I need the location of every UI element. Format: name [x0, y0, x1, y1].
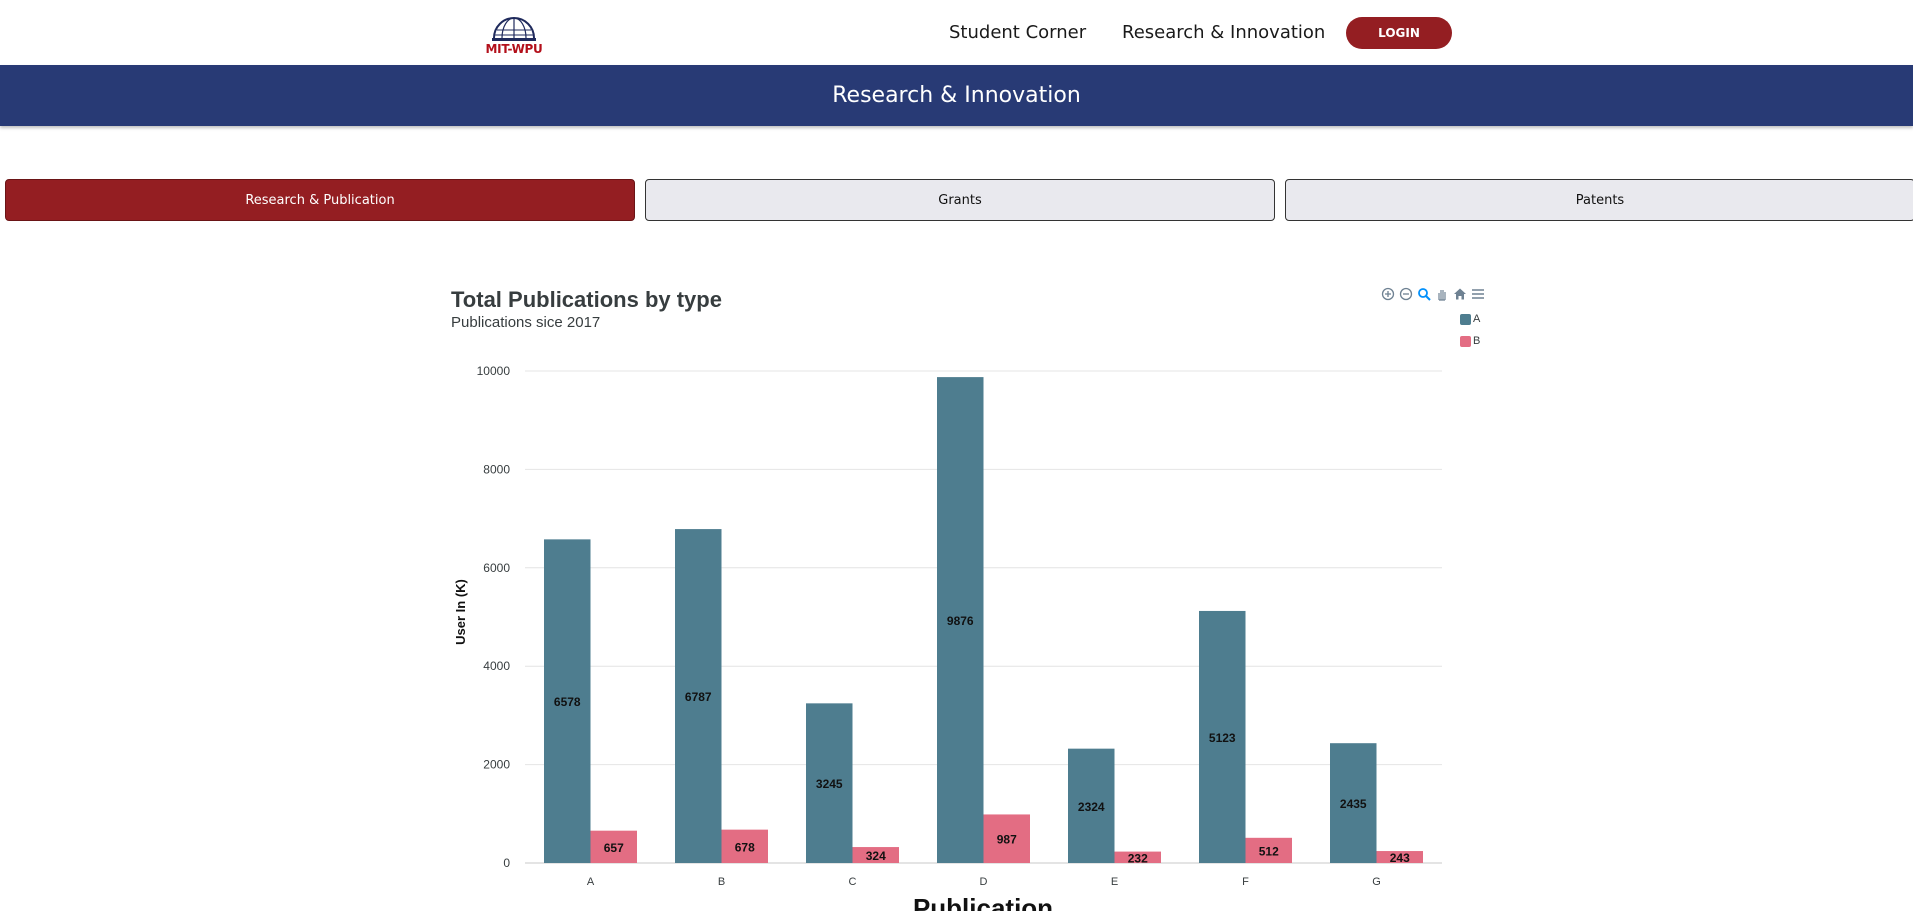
x-tick-label: D [980, 876, 988, 888]
zoom-out-icon[interactable] [1398, 286, 1414, 302]
university-logo[interactable]: MIT-WPU [480, 10, 548, 56]
login-button[interactable]: LOGIN [1346, 17, 1452, 49]
y-tick-label: 0 [503, 856, 510, 870]
dome-logo-icon [492, 17, 536, 41]
y-tick-label: 4000 [483, 659, 510, 673]
data-label: 324 [866, 849, 886, 863]
y-tick-label: 6000 [483, 561, 510, 575]
x-tick-label: E [1111, 876, 1118, 888]
zoom-in-icon[interactable] [1380, 286, 1396, 302]
y-tick-label: 10000 [477, 364, 511, 378]
data-label: 2324 [1078, 800, 1105, 814]
chart-title: Total Publications by type [451, 287, 722, 312]
bar-a-d [937, 377, 984, 863]
data-label: 512 [1259, 844, 1279, 858]
tab-research-publication[interactable]: Research & Publication [5, 179, 635, 221]
x-tick-label: G [1372, 876, 1381, 888]
zoom-selection-icon[interactable] [1416, 286, 1432, 302]
bar-b-e [1114, 851, 1161, 863]
bar-b-b [721, 829, 768, 863]
legend-label-a: A [1473, 313, 1481, 325]
data-label: 232 [1128, 851, 1148, 865]
y-tick-label: 8000 [483, 462, 510, 476]
page-title: Research & Innovation [832, 83, 1081, 108]
tab-patents[interactable]: Patents [1285, 179, 1913, 221]
legend-item-b[interactable]: B [1460, 330, 1480, 352]
data-label: 243 [1390, 851, 1410, 865]
data-label: 678 [735, 840, 755, 854]
bar-a-a [544, 539, 591, 863]
bar-a-f [1199, 610, 1246, 863]
x-axis-title: Publication [913, 893, 1053, 911]
legend-item-a[interactable]: A [1460, 308, 1480, 330]
data-label: 5123 [1209, 731, 1236, 745]
bar-b-g [1376, 851, 1423, 863]
data-label: 9876 [947, 614, 974, 628]
bar-b-c [852, 847, 899, 863]
tab-grants[interactable]: Grants [645, 179, 1275, 221]
bar-b-a [590, 830, 637, 863]
data-label: 2435 [1340, 797, 1367, 811]
chart-legend: A B [1460, 308, 1480, 352]
x-tick-label: A [587, 876, 595, 888]
data-label: 987 [997, 833, 1017, 847]
bar-b-f [1245, 837, 1292, 863]
reset-zoom-home-icon[interactable] [1452, 286, 1468, 302]
menu-icon[interactable] [1470, 286, 1486, 302]
y-tick-label: 2000 [483, 758, 510, 772]
data-label: 657 [604, 841, 624, 855]
x-tick-label: F [1242, 876, 1249, 888]
data-label: 3245 [816, 777, 843, 791]
nav-student-corner[interactable]: Student Corner [949, 22, 1087, 43]
bar-a-g [1330, 743, 1377, 863]
nav-research-innovation[interactable]: Research & Innovation [1122, 22, 1326, 43]
x-tick-label: B [718, 876, 725, 888]
pan-icon[interactable] [1434, 286, 1450, 302]
legend-swatch-b [1460, 335, 1471, 347]
logo-wordmark: MIT-WPU [485, 42, 543, 56]
bar-a-e [1068, 748, 1115, 863]
legend-swatch-a [1460, 313, 1471, 325]
legend-label-b: B [1473, 335, 1481, 347]
x-tick-label: C [849, 876, 857, 888]
bar-a-c [806, 703, 853, 863]
top-navigation: MIT-WPU Student Corner Research & Innova… [0, 0, 1913, 65]
data-label: 6578 [554, 695, 581, 709]
page-banner: Research & Innovation [0, 65, 1913, 126]
chart-toolbar [1380, 286, 1486, 302]
bar-b-d [983, 814, 1030, 863]
bar-a-b [675, 529, 722, 863]
chart-subtitle: Publications sice 2017 [451, 314, 601, 331]
y-axis-title: User In (K) [453, 579, 468, 645]
data-label: 6787 [685, 690, 712, 704]
